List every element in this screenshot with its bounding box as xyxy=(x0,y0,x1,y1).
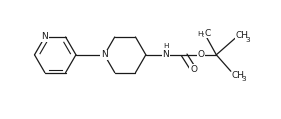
Text: N: N xyxy=(101,50,108,59)
Text: H: H xyxy=(198,31,203,37)
Text: O: O xyxy=(190,65,197,74)
Text: CH: CH xyxy=(232,72,245,80)
Text: O: O xyxy=(198,50,204,59)
Text: CH: CH xyxy=(235,32,248,40)
Text: N: N xyxy=(42,32,48,41)
Text: N: N xyxy=(163,50,169,59)
Text: C: C xyxy=(204,29,210,37)
Text: 3: 3 xyxy=(202,33,206,38)
Text: 3: 3 xyxy=(246,37,250,42)
Text: H: H xyxy=(163,43,169,49)
Text: 3: 3 xyxy=(241,77,246,82)
